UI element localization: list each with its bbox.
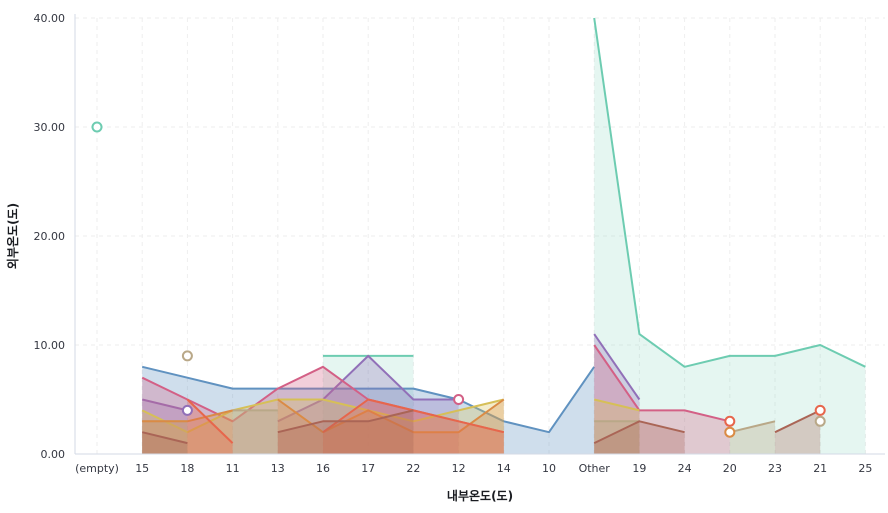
- area-fill: [277, 399, 504, 454]
- y-tick-label: 0.00: [41, 448, 66, 461]
- area-fill: [775, 410, 821, 454]
- x-tick-label: 20: [723, 462, 737, 475]
- point-layer: [91, 121, 826, 438]
- area-fill: [142, 432, 188, 454]
- series-9: [141, 409, 821, 454]
- series-line: [277, 398, 505, 434]
- data-point[interactable]: [814, 404, 826, 416]
- y-tick-label: 40.00: [34, 12, 66, 25]
- axis-layer: 0.00 10.00 20.00 30.00 40.00 (empty) 15 18 11 13 1…: [34, 12, 885, 475]
- y-axis-title: 외부온도(도): [5, 203, 20, 269]
- data-point[interactable]: [814, 415, 826, 427]
- area-fill: [729, 421, 775, 454]
- series-line: [186, 398, 234, 444]
- x-tick-label: 22: [406, 462, 420, 475]
- series-line: [593, 333, 641, 401]
- series-6: [142, 409, 776, 454]
- x-tick-label: 25: [858, 462, 872, 475]
- x-tick-label: 17: [361, 462, 375, 475]
- y-tick-label: 30.00: [34, 121, 66, 134]
- x-tick-label: 13: [271, 462, 285, 475]
- x-tick-label: 16: [316, 462, 330, 475]
- x-tick-label: 19: [632, 462, 646, 475]
- x-tick-label: 11: [226, 462, 240, 475]
- x-tick-label: 21: [813, 462, 827, 475]
- area-fill: [323, 355, 414, 454]
- series-line: [141, 398, 188, 412]
- area-fill: [323, 399, 504, 454]
- grid-layer: [75, 17, 885, 455]
- data-point[interactable]: [181, 404, 193, 416]
- area-fill: [594, 421, 640, 454]
- series-line: [141, 431, 188, 445]
- x-tick-label: 18: [180, 462, 194, 475]
- series-line: [593, 344, 731, 423]
- area-fill: [594, 421, 685, 454]
- series-line: [729, 420, 776, 434]
- series-line: [277, 409, 414, 434]
- area-fill: [277, 410, 414, 454]
- x-tick-label: 12: [452, 462, 466, 475]
- area-fill: [187, 399, 233, 454]
- area-fill: [142, 399, 504, 454]
- x-tick-label: 10: [542, 462, 556, 475]
- data-point[interactable]: [91, 121, 103, 133]
- data-point[interactable]: [724, 415, 736, 427]
- series-line: [593, 398, 640, 412]
- series-line: [774, 409, 821, 434]
- series-line: [593, 420, 685, 445]
- x-tick-label: 14: [497, 462, 511, 475]
- area-fill: [277, 355, 459, 454]
- y-tick-label: 20.00: [34, 230, 66, 243]
- series-line: [277, 354, 459, 423]
- y-tick-label: 10.00: [34, 339, 66, 352]
- series-line: [593, 17, 866, 368]
- x-tick-label: Other: [579, 462, 611, 475]
- x-tick-label: 24: [678, 462, 692, 475]
- series-5: [141, 398, 640, 454]
- series-line: [141, 365, 596, 434]
- series-line: [141, 398, 505, 434]
- data-point[interactable]: [181, 350, 193, 362]
- series-7: [142, 398, 505, 454]
- area-fill: [232, 410, 278, 454]
- area-fill: [594, 334, 640, 454]
- x-tick-label: (empty): [75, 462, 119, 475]
- data-point[interactable]: [453, 394, 465, 405]
- data-point[interactable]: [724, 426, 736, 438]
- area-fill: [594, 18, 866, 454]
- x-axis-title: 내부온도(도): [447, 488, 513, 503]
- series-3: [141, 333, 641, 454]
- x-tick-label: 23: [768, 462, 782, 475]
- series-layer: [141, 17, 866, 454]
- series-line: [142, 409, 233, 423]
- area-fill: [594, 399, 640, 454]
- x-tick-label: 15: [135, 462, 149, 475]
